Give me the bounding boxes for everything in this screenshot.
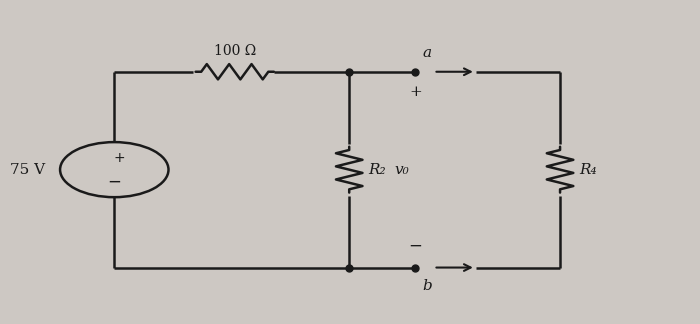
Text: 75 V: 75 V	[10, 163, 45, 177]
Text: a: a	[423, 46, 432, 60]
Text: R₄: R₄	[580, 163, 597, 177]
Text: +: +	[409, 85, 422, 98]
Text: 100 Ω: 100 Ω	[214, 44, 256, 58]
Text: R₂: R₂	[368, 163, 386, 177]
Text: +: +	[113, 151, 125, 165]
Text: −: −	[409, 238, 422, 255]
Text: v₀: v₀	[394, 163, 409, 177]
Text: −: −	[107, 172, 121, 190]
Text: b: b	[423, 279, 433, 293]
